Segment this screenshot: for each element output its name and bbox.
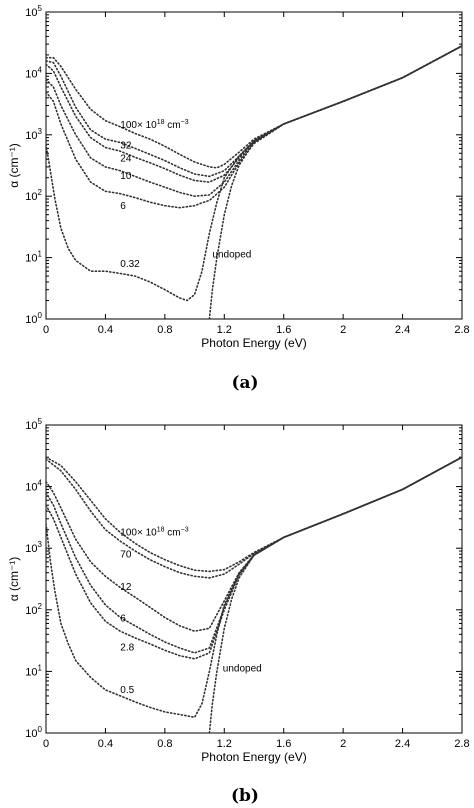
series-line bbox=[46, 456, 462, 633]
series-line bbox=[46, 45, 462, 302]
panel-label: (a) bbox=[231, 373, 258, 393]
panel-a-chart: 0 0.4 0.8 1.2 1.6 2 2.4 2.8 100 101 102 103 104 105 Ph… bbox=[7, 4, 470, 393]
x-tick-label: 0.8 bbox=[157, 738, 172, 750]
x-tick-label: 1.6 bbox=[276, 738, 291, 750]
series-label: 0.5 bbox=[120, 685, 134, 696]
x-axis-label: Photon Energy (eV) bbox=[201, 336, 306, 350]
y-tick-label: 105 bbox=[25, 417, 42, 432]
x-tick-label: 0 bbox=[43, 324, 49, 336]
series-line bbox=[208, 45, 462, 319]
x-tick-label: 2.4 bbox=[395, 738, 410, 750]
x-tick-label: 2.8 bbox=[454, 738, 469, 750]
y-tick-label: 102 bbox=[25, 602, 42, 617]
series-label: 24 bbox=[120, 153, 132, 164]
series-label: 100× 1018 cm−3 bbox=[120, 527, 188, 539]
x-tick-label: 2.8 bbox=[454, 324, 469, 336]
y-tick-label: 104 bbox=[25, 65, 42, 80]
panel-b-chart: 0 0.4 0.8 1.2 1.6 2 2.4 2.8 100 101 102 103 104 105 Ph… bbox=[7, 417, 470, 806]
x-tick-label: 1.6 bbox=[276, 324, 291, 336]
series-line bbox=[46, 456, 462, 719]
y-tick-label: 101 bbox=[25, 250, 42, 265]
series-line bbox=[46, 45, 462, 178]
y-tick-label: 103 bbox=[25, 540, 42, 555]
series-line bbox=[46, 45, 462, 198]
series-label: 2.8 bbox=[120, 642, 134, 653]
series-label: 10 bbox=[120, 171, 132, 182]
x-tick-label: 0.8 bbox=[157, 324, 172, 336]
x-tick-label: 0.4 bbox=[98, 738, 113, 750]
x-tick-label: 2 bbox=[340, 324, 346, 336]
x-tick-label: 2 bbox=[340, 738, 346, 750]
x-tick-label: 1.2 bbox=[217, 324, 232, 336]
y-tick-label: 102 bbox=[25, 188, 42, 203]
y-tick-label: 103 bbox=[25, 127, 42, 142]
series-label: 6 bbox=[120, 201, 126, 212]
series-label: 32 bbox=[120, 140, 132, 151]
x-axis-label: Photon Energy (eV) bbox=[201, 750, 306, 764]
y-tick-label: 104 bbox=[25, 479, 42, 494]
series-label: 12 bbox=[120, 582, 132, 593]
series-line bbox=[46, 456, 462, 579]
series-label: 100× 1018 cm−3 bbox=[120, 119, 188, 131]
series-line bbox=[46, 45, 462, 183]
y-tick-label: 100 bbox=[25, 725, 42, 740]
y-tick-label: 101 bbox=[25, 663, 42, 678]
series-label: undoped bbox=[212, 250, 251, 261]
series-label: undoped bbox=[223, 663, 262, 674]
series-line bbox=[46, 456, 462, 660]
x-tick-label: 0.4 bbox=[98, 324, 113, 336]
y-tick-label: 100 bbox=[25, 311, 42, 326]
plot-frame bbox=[45, 11, 463, 320]
y-axis-label: α (cm⁻¹) bbox=[7, 143, 21, 188]
series-line bbox=[208, 456, 462, 733]
series-label: 6 bbox=[120, 613, 126, 624]
panel-label: (b) bbox=[231, 786, 259, 806]
x-tick-label: 0 bbox=[43, 738, 49, 750]
series-label: 70 bbox=[120, 550, 132, 561]
x-tick-label: 2.4 bbox=[395, 324, 410, 336]
series-line bbox=[46, 45, 462, 169]
series-label: 0.32 bbox=[120, 259, 140, 270]
plot-frame bbox=[45, 424, 463, 734]
y-tick-label: 105 bbox=[25, 4, 42, 19]
x-tick-label: 1.2 bbox=[217, 738, 232, 750]
series-line bbox=[46, 45, 462, 209]
y-axis-label: α (cm⁻¹) bbox=[7, 557, 21, 602]
